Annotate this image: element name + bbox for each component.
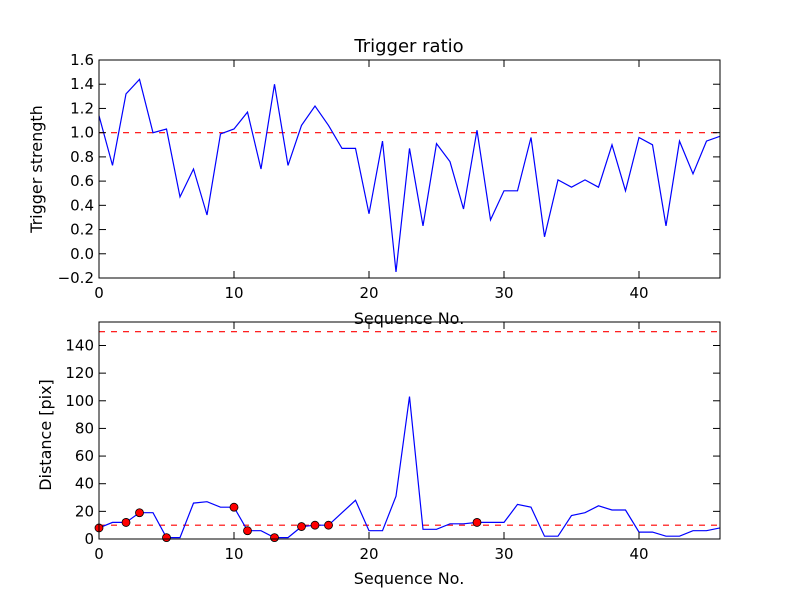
bottom-x-label: Sequence No.: [354, 569, 465, 588]
bottom-y-tick-label: 140: [65, 336, 94, 354]
top-x-tick-label: 40: [629, 284, 648, 302]
bottom-marker-point: [162, 533, 171, 543]
top-x-label: Sequence No.: [354, 309, 465, 328]
bottom-y-tick-label: 100: [65, 392, 94, 410]
top-x-tick-label: 10: [224, 284, 243, 302]
bottom-x-tick-label: 30: [494, 545, 513, 563]
bottom-marker-point: [135, 508, 144, 518]
bottom-y-tick-label: 20: [75, 502, 94, 520]
bottom-marker-point: [472, 518, 482, 527]
top-title: Trigger ratio: [353, 36, 463, 57]
top-y-tick-label: 1.0: [70, 124, 94, 142]
bottom-marker-point: [310, 520, 320, 530]
top-y-tick-label: 0.0: [70, 245, 94, 263]
top-y-tick-label: 1.2: [70, 99, 94, 117]
top-y-tick-label: 1.4: [70, 75, 94, 93]
bottom-marker-point: [243, 526, 252, 536]
top-y-tick-label: −0.2: [58, 269, 94, 287]
bottom-marker-point: [324, 520, 333, 530]
top-y-tick-label: 0.2: [70, 221, 94, 239]
top-axes-frame: [98, 59, 721, 279]
bottom-y-tick-label: 60: [75, 447, 94, 465]
bottom-y-tick-label: 0: [84, 530, 94, 548]
top-y-label: Trigger strength: [27, 105, 46, 234]
bottom-marker-point: [121, 518, 131, 527]
bottom-marker-point: [270, 533, 279, 543]
top-y-tick-label: 1.6: [70, 51, 94, 69]
bottom-y-label: Distance [pix]: [36, 379, 55, 491]
top-y-tick-label: 0.4: [70, 196, 94, 214]
top-plot: Trigger ratio Trigger strength Sequence …: [27, 36, 721, 328]
bottom-series-line: [99, 396, 720, 539]
top-x-tick-label: 20: [359, 284, 378, 302]
bottom-marker-point: [297, 522, 306, 531]
top-x-tick-label: 30: [494, 284, 513, 302]
bottom-plot: Distance [pix] Sequence No. 0 10 20 30 40 0 20…: [36, 321, 721, 588]
bottom-axes-frame: [98, 321, 721, 540]
top-y-tick-label: 0.8: [70, 148, 94, 166]
bottom-marker-point: [229, 502, 239, 512]
bottom-x-tick-label: 20: [359, 545, 378, 563]
top-x-tick-label: 0: [94, 284, 104, 302]
bottom-x-tick-label: 0: [94, 545, 104, 563]
bottom-x-tick-label: 10: [224, 545, 243, 563]
bottom-y-tick-label: 80: [75, 419, 94, 437]
bottom-y-tick-label: 40: [75, 475, 94, 493]
bottom-x-tick-label: 40: [629, 545, 648, 563]
bottom-y-tick-label: 120: [65, 364, 94, 382]
top-y-tick-label: 0.6: [70, 172, 94, 190]
top-series-line: [99, 78, 720, 272]
